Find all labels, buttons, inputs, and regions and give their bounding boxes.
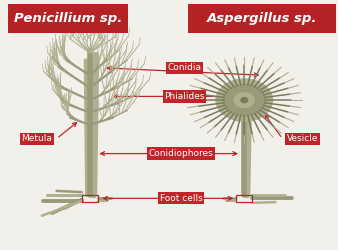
Text: Metula: Metula: [21, 134, 52, 143]
Text: Conidia: Conidia: [167, 63, 201, 72]
FancyBboxPatch shape: [188, 4, 336, 33]
Text: Phialides: Phialides: [164, 92, 205, 101]
Text: Penicillium sp.: Penicillium sp.: [14, 12, 122, 25]
Circle shape: [234, 93, 254, 108]
Text: Conidiophores: Conidiophores: [149, 149, 214, 158]
Circle shape: [223, 84, 265, 116]
Circle shape: [216, 79, 272, 121]
Text: Foot cells: Foot cells: [160, 194, 202, 203]
Text: Aspergillus sp.: Aspergillus sp.: [207, 12, 317, 25]
FancyBboxPatch shape: [8, 4, 128, 33]
Text: Vesicle: Vesicle: [287, 134, 318, 143]
Circle shape: [241, 98, 248, 103]
